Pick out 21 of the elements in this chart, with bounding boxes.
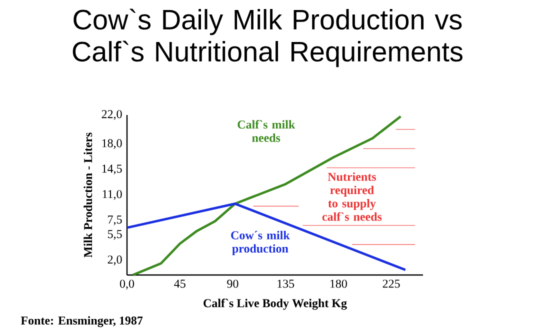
- chart-title: Cow`s Daily Milk Production vs Calf`s Nutritional Requirements: [72, 8, 462, 68]
- x-axis-title: Calf`s Live Body Weight Kg: [204, 298, 347, 310]
- y-tick-label: 2,0: [108, 256, 122, 266]
- x-tick-label: 45: [174, 280, 186, 288]
- annotation: Nutrients required to supply calf`s needs: [322, 172, 382, 221]
- source-note: Fonte: Ensminger, 1987: [20, 316, 143, 328]
- x-tick-label: 180: [330, 280, 347, 288]
- y-tick-label: 7,5: [108, 216, 122, 226]
- y-tick-label: 11,0: [102, 190, 122, 200]
- y-tick-label: 14,5: [102, 164, 122, 174]
- x-tick-label: 135: [278, 280, 294, 288]
- text: Calf`s milk needs: [238, 120, 296, 142]
- y-axis-title: Milk Production - Liters: [84, 132, 92, 258]
- y-tick-label: 18,0: [102, 139, 122, 149]
- y-tick-label: 22,0: [102, 110, 122, 120]
- x-tick-label: 90: [227, 280, 238, 288]
- x-tick-label: 0,0: [120, 280, 134, 290]
- x-tick-label: 225: [382, 280, 400, 288]
- y-tick-label: 5,5: [108, 230, 122, 240]
- line-series: [132, 115, 402, 276]
- series-label: Cow´s milk production: [231, 230, 290, 256]
